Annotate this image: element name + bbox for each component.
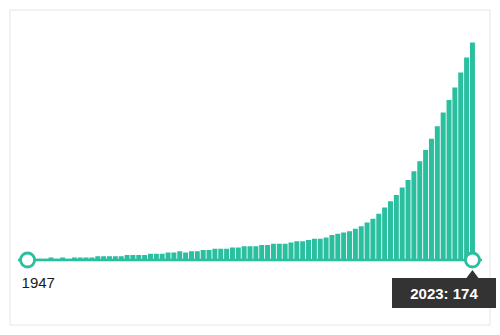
tooltip-text: 2023: 174 [410,285,478,302]
bar [224,249,229,260]
plot-area [18,43,482,261]
bar [388,201,393,260]
bar [218,249,223,260]
bar [277,244,282,260]
bar [283,244,288,260]
chart: 1947 2023: 174 [0,0,500,335]
bar [271,244,276,260]
bar [259,245,264,260]
bar [201,250,206,260]
bar [365,223,370,261]
bar [242,246,247,260]
tooltip-pointer [466,270,478,278]
bar [470,43,475,261]
bar [347,231,352,260]
bar [429,139,434,260]
bar [248,246,253,260]
bar [441,113,446,261]
bar [294,241,299,260]
bar [189,251,194,260]
bar [212,249,217,260]
bar [341,233,346,261]
bar [253,246,258,260]
bar [464,58,469,261]
timeline [18,259,482,262]
bar [195,251,200,260]
timeline-marker [21,253,35,267]
bar [300,241,305,260]
bar [411,171,416,260]
bar [177,251,182,260]
bar [382,208,387,261]
bar [288,243,293,261]
bar [306,240,311,260]
bar [406,180,411,260]
bar [353,229,358,260]
bar [447,100,452,260]
plot-frame [10,10,490,325]
bar [370,219,375,260]
bar [324,238,329,261]
bar [376,214,381,260]
start-label: 1947 [22,274,55,291]
bar [435,126,440,260]
bar [318,239,323,260]
bar [329,235,334,260]
bar [230,248,235,261]
tooltip-box [392,278,496,308]
bar [394,195,399,260]
bar [265,245,270,260]
timeline-marker [465,253,479,267]
bar [400,188,405,261]
bar [312,239,317,260]
bar [417,161,422,260]
bar [452,88,457,261]
bar [236,248,241,261]
bar [207,250,212,260]
bar [458,73,463,261]
bar [423,150,428,260]
bar [335,234,340,260]
bar [359,226,364,260]
